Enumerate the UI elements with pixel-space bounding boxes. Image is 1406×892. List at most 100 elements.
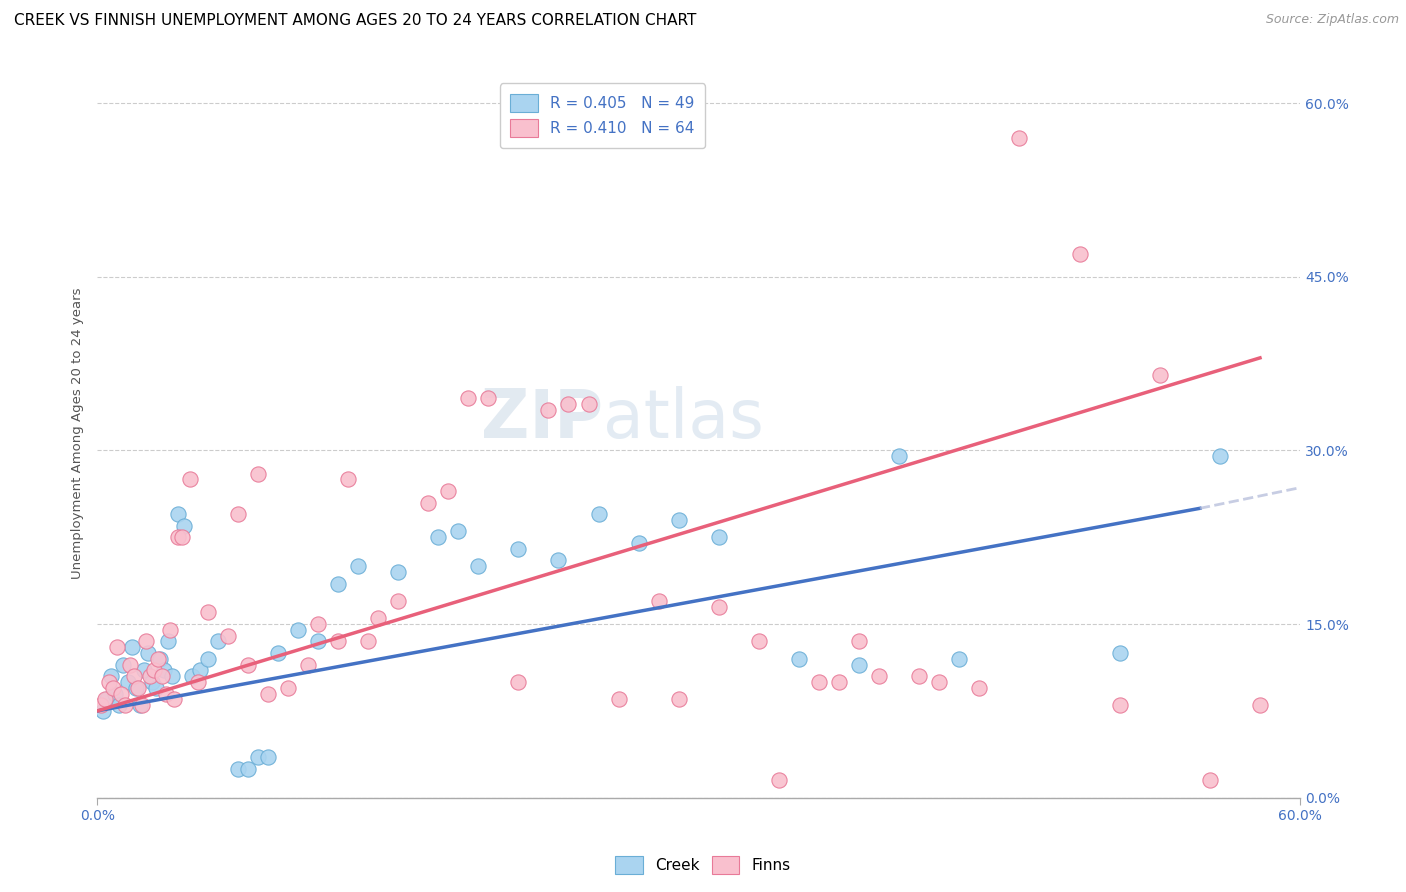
- Point: [267, 646, 290, 660]
- Point: [1108, 646, 1130, 660]
- Point: [122, 669, 145, 683]
- Point: [179, 472, 201, 486]
- Point: [337, 472, 360, 486]
- Point: [287, 623, 309, 637]
- Point: [246, 750, 269, 764]
- Point: [132, 664, 155, 678]
- Point: [277, 681, 299, 695]
- Point: [467, 559, 489, 574]
- Point: [768, 773, 790, 788]
- Point: [557, 397, 579, 411]
- Point: [246, 467, 269, 481]
- Point: [457, 392, 479, 406]
- Point: [787, 652, 810, 666]
- Point: [387, 565, 409, 579]
- Point: [187, 675, 209, 690]
- Point: [1069, 246, 1091, 260]
- Point: [114, 698, 136, 712]
- Point: [668, 692, 690, 706]
- Point: [217, 629, 239, 643]
- Point: [141, 675, 163, 690]
- Point: [647, 594, 669, 608]
- Point: [578, 397, 600, 411]
- Point: [508, 541, 530, 556]
- Point: [96, 692, 118, 706]
- Point: [668, 513, 690, 527]
- Point: [418, 495, 440, 509]
- Point: [347, 559, 370, 574]
- Point: [447, 524, 470, 539]
- Point: [226, 507, 249, 521]
- Point: [150, 669, 173, 683]
- Point: [127, 681, 149, 695]
- Point: [94, 692, 117, 706]
- Point: [142, 664, 165, 678]
- Point: [103, 681, 125, 695]
- Point: [104, 686, 127, 700]
- Point: [159, 623, 181, 637]
- Point: [170, 530, 193, 544]
- Point: [1249, 698, 1271, 712]
- Point: [156, 634, 179, 648]
- Point: [136, 646, 159, 660]
- Point: [148, 652, 170, 666]
- Point: [135, 634, 157, 648]
- Point: [477, 392, 499, 406]
- Point: [152, 664, 174, 678]
- Point: [437, 483, 460, 498]
- Point: [1199, 773, 1222, 788]
- Point: [547, 553, 569, 567]
- Point: [110, 686, 132, 700]
- Text: Source: ZipAtlas.com: Source: ZipAtlas.com: [1265, 13, 1399, 27]
- Point: [145, 681, 167, 695]
- Text: CREEK VS FINNISH UNEMPLOYMENT AMONG AGES 20 TO 24 YEARS CORRELATION CHART: CREEK VS FINNISH UNEMPLOYMENT AMONG AGES…: [14, 13, 696, 29]
- Point: [256, 750, 278, 764]
- Point: [508, 675, 530, 690]
- Point: [928, 675, 950, 690]
- Point: [173, 518, 195, 533]
- Point: [197, 652, 219, 666]
- Point: [588, 507, 610, 521]
- Point: [162, 692, 184, 706]
- Point: [326, 576, 349, 591]
- Point: [607, 692, 630, 706]
- Point: [117, 675, 139, 690]
- Point: [226, 762, 249, 776]
- Point: [98, 675, 121, 690]
- Point: [131, 698, 153, 712]
- Point: [146, 652, 169, 666]
- Point: [236, 657, 259, 672]
- Point: [112, 657, 135, 672]
- Point: [307, 617, 329, 632]
- Point: [537, 403, 560, 417]
- Point: [367, 611, 389, 625]
- Point: [188, 664, 211, 678]
- Point: [1008, 131, 1031, 145]
- Point: [236, 762, 259, 776]
- Point: [627, 536, 650, 550]
- Point: [124, 681, 146, 695]
- Point: [166, 530, 188, 544]
- Point: [118, 657, 141, 672]
- Point: [326, 634, 349, 648]
- Point: [108, 698, 131, 712]
- Point: [256, 686, 278, 700]
- Point: [828, 675, 851, 690]
- Point: [180, 669, 202, 683]
- Legend: R = 0.405   N = 49, R = 0.410   N = 64: R = 0.405 N = 49, R = 0.410 N = 64: [499, 84, 706, 148]
- Point: [948, 652, 970, 666]
- Point: [128, 698, 150, 712]
- Point: [1149, 368, 1171, 383]
- Legend: Creek, Finns: Creek, Finns: [609, 850, 797, 880]
- Point: [160, 669, 183, 683]
- Text: atlas: atlas: [603, 385, 763, 451]
- Point: [848, 634, 870, 648]
- Point: [307, 634, 329, 648]
- Point: [707, 530, 730, 544]
- Point: [357, 634, 380, 648]
- Point: [100, 669, 122, 683]
- Point: [427, 530, 450, 544]
- Point: [155, 686, 177, 700]
- Point: [848, 657, 870, 672]
- Point: [197, 606, 219, 620]
